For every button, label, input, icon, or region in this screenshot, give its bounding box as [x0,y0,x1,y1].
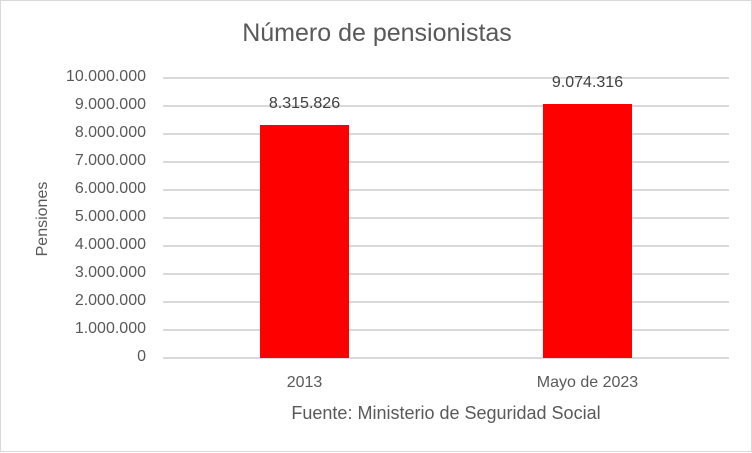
gridline [163,273,729,275]
gridline [163,133,729,135]
gridline [163,329,729,331]
y-tick-label: 10.000.000 [65,68,146,85]
y-tick-label: 0 [137,348,146,365]
y-tick-label: 2.000.000 [74,292,146,309]
y-tick-label: 9.000.000 [74,96,146,113]
y-tick-label: 5.000.000 [74,208,146,225]
bar-2013 [260,125,349,358]
x-category-label: Mayo de 2023 [536,374,639,391]
y-tick-label: 1.000.000 [74,320,146,337]
y-tick-label: 4.000.000 [74,236,146,253]
gridline [163,301,729,303]
bar-mayo-de-2023 [543,103,632,358]
gridline [163,217,729,219]
gridline [163,105,729,107]
data-label: 8.315.826 [268,95,341,113]
gridline [163,77,729,79]
y-tick-label: 6.000.000 [74,180,146,197]
data-label: 9.074.316 [551,73,624,91]
x-axis-label: Fuente: Ministerio de Seguridad Social [291,403,601,423]
gridline [163,245,729,247]
gridline [163,357,729,359]
chart-title: Número de pensionistas [242,19,512,47]
y-tick-label: 3.000.000 [74,264,146,281]
y-tick-label: 7.000.000 [74,152,146,169]
y-tick-label: 8.000.000 [74,124,146,141]
gridline [163,161,729,163]
x-category-label: 2013 [286,374,323,391]
gridline [163,189,729,191]
